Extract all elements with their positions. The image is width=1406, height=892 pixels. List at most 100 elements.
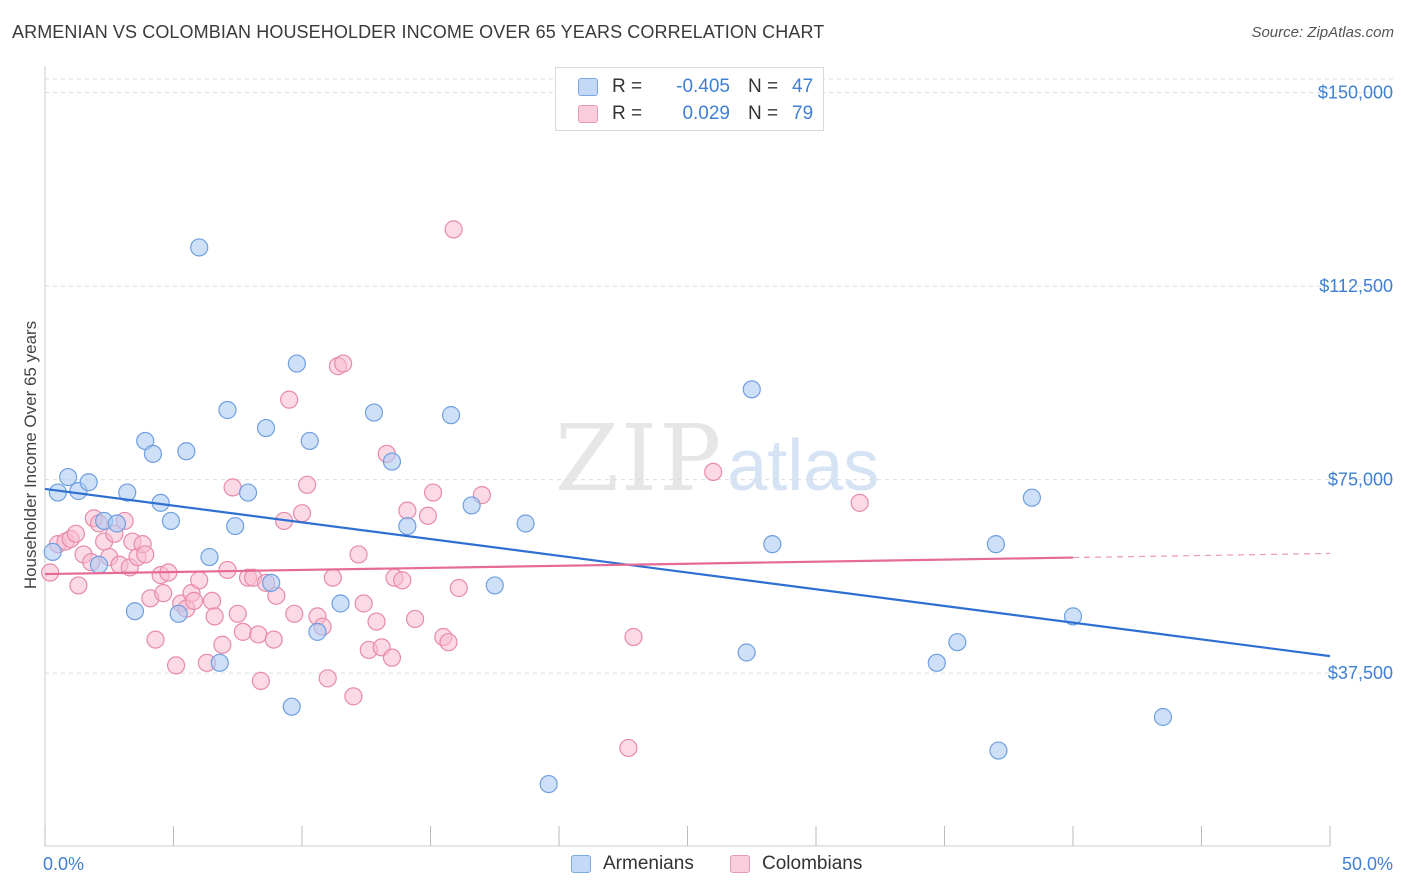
colombian-point <box>249 625 268 644</box>
colombian-point <box>318 669 337 688</box>
colombian-point <box>354 594 373 613</box>
watermark-zip: ZIP <box>555 405 724 512</box>
n-value: 79 <box>792 103 814 124</box>
r-label: R = <box>612 103 643 124</box>
armenian-point <box>287 354 306 373</box>
armenian-point <box>169 604 188 623</box>
armenian-trend-line <box>44 487 1331 658</box>
colombian-point <box>444 220 463 239</box>
n-value: 47 <box>792 76 814 97</box>
armenian-point <box>927 653 946 672</box>
armenian-point <box>462 496 481 515</box>
colombian-point <box>154 584 173 603</box>
tick-labels: $37,500 $75,000 $112,500 $150,000 0.0% 50.0% <box>43 83 1393 874</box>
colombian-point <box>213 635 232 654</box>
chart-title: ARMENIAN VS COLOMBIAN HOUSEHOLDER INCOME… <box>12 22 825 42</box>
colombian-point <box>405 609 425 629</box>
colombian-point <box>166 656 186 675</box>
armenian-point <box>107 514 127 533</box>
y-tick-label: $37,500 <box>1328 663 1393 683</box>
colombian-point <box>146 630 165 649</box>
armenian-point <box>218 400 237 420</box>
colombian-point <box>344 687 363 706</box>
colombian-point <box>418 506 438 525</box>
colombian-swatch <box>578 105 598 123</box>
colombian-point <box>205 607 224 626</box>
colombian-point <box>223 478 242 497</box>
armenian-point <box>190 238 209 257</box>
armenian-point <box>256 418 276 438</box>
armenian-point <box>742 380 761 399</box>
colombian-point <box>398 501 417 520</box>
legend-row-colombians: R = 0.029 N = 79 <box>578 102 831 126</box>
axes <box>44 66 1331 847</box>
colombian-point <box>184 591 204 611</box>
colombian-trend-line <box>44 556 1074 576</box>
armenian-point <box>737 643 756 662</box>
legend-label-colombians: Colombians <box>762 853 863 874</box>
armenian-point <box>200 547 219 567</box>
armenian-point <box>398 516 417 536</box>
colombian-points <box>41 220 869 758</box>
colombian-point <box>190 571 209 590</box>
armenian-point <box>43 542 62 561</box>
armenian-points <box>43 238 1173 794</box>
n-label: N = <box>748 76 779 97</box>
armenian-point <box>226 516 245 536</box>
colombian-trend-extension <box>1072 552 1331 559</box>
source-label: Source: ZipAtlas.com <box>1251 24 1394 41</box>
armenian-swatch <box>571 855 591 873</box>
armenian-point <box>300 431 319 451</box>
colombian-point <box>136 545 155 564</box>
armenian-point <box>238 483 258 502</box>
armenian-point <box>986 535 1006 554</box>
armenian-point <box>48 483 67 502</box>
n-label: N = <box>748 103 779 124</box>
armenian-point <box>177 442 196 461</box>
colombian-point <box>449 578 468 598</box>
armenian-point <box>262 573 281 592</box>
armenian-point <box>308 622 327 641</box>
armenian-point <box>989 741 1008 760</box>
armenian-point <box>125 602 145 621</box>
colombian-point <box>334 354 353 373</box>
r-label: R = <box>612 76 643 97</box>
x-tick-label: 0.0% <box>43 854 84 874</box>
colombian-point <box>439 633 458 652</box>
armenian-point <box>485 576 504 595</box>
colombian-point <box>298 475 317 494</box>
colombian-point <box>228 604 247 623</box>
legend-item-armenians: Armenians <box>571 852 694 876</box>
armenian-point <box>1063 607 1083 626</box>
y-tick-label: $75,000 <box>1328 470 1393 490</box>
colombian-point <box>251 671 270 690</box>
colombian-point <box>323 568 342 587</box>
colombian-point <box>285 604 304 623</box>
colombian-point <box>382 648 402 667</box>
armenian-point <box>143 444 163 463</box>
r-value: 0.029 <box>682 103 730 124</box>
armenian-swatch <box>578 78 598 96</box>
watermark-atlas: atlas <box>727 426 880 506</box>
armenian-point <box>282 697 301 716</box>
armenian-point <box>516 514 535 533</box>
y-tick-label: $112,500 <box>1319 276 1393 296</box>
stats-legend: R = -0.405 N = 47 R = 0.029 N = 79 <box>555 67 824 131</box>
colombian-point <box>66 524 85 543</box>
colombian-point <box>69 576 88 595</box>
colombian-point <box>218 560 237 580</box>
colombian-point <box>393 571 412 590</box>
armenian-point <box>364 403 384 422</box>
colombian-point <box>349 545 368 564</box>
r-value: -0.405 <box>676 76 730 97</box>
legend-row-armenians: R = -0.405 N = 47 <box>578 75 831 99</box>
armenian-point <box>161 511 181 531</box>
armenian-point <box>79 473 98 492</box>
colombian-point <box>624 627 643 647</box>
colombian-point <box>41 563 60 582</box>
y-axis-label: Householder Income Over 65 years <box>21 321 40 589</box>
watermark: ZIPatlas <box>555 405 879 512</box>
y-tick-label: $150,000 <box>1318 83 1393 103</box>
colombian-point <box>280 390 299 409</box>
